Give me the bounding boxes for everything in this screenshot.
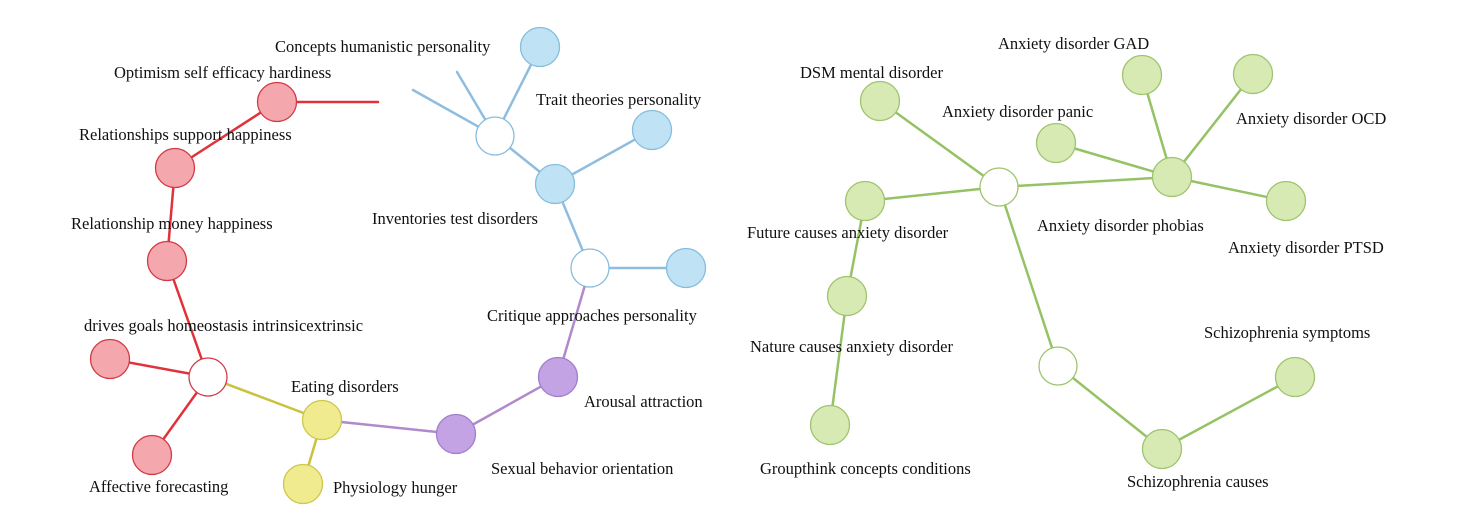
label-panic: Anxiety disorder panic (942, 102, 1093, 121)
label-ptsd: Anxiety disorder PTSD (1228, 238, 1384, 257)
edge-ocd-phobias (1170, 72, 1255, 179)
node-concepts-humanistic[interactable] (519, 26, 561, 68)
node-panic[interactable] (1035, 122, 1077, 164)
edge-hub-phobias (997, 175, 1174, 189)
node-dsm[interactable] (859, 80, 901, 122)
label-schizo-symptoms: Schizophrenia symptoms (1204, 323, 1370, 342)
node-phobias[interactable] (1151, 156, 1193, 198)
label-affective: Affective forecasting (89, 477, 228, 496)
node-arousal[interactable] (537, 356, 579, 398)
node-physiology[interactable] (282, 463, 324, 505)
node-schizo-symptoms[interactable] (1274, 356, 1316, 398)
label-groupthink: Groupthink concepts conditions (760, 459, 971, 478)
edge-future-hub (863, 185, 1001, 203)
node-critique[interactable] (570, 248, 610, 288)
node-optimism[interactable] (256, 81, 298, 123)
node-relationship-money[interactable] (146, 240, 188, 282)
edge-nature-groupthink (828, 294, 849, 427)
label-relationship-money: Relationship money happiness (71, 214, 273, 233)
edge-eating-sexual (320, 418, 458, 436)
label-gad: Anxiety disorder GAD (998, 34, 1149, 53)
node-ptsd[interactable] (1265, 180, 1307, 222)
node-gad[interactable] (1121, 54, 1163, 96)
node-inventories[interactable] (534, 163, 576, 205)
node-hub-schizo[interactable] (1038, 346, 1078, 386)
label-sexual-behavior: Sexual behavior orientation (491, 459, 673, 478)
node-hub-green[interactable] (979, 167, 1019, 207)
label-physiology: Physiology hunger (333, 478, 458, 497)
labels: Concepts humanistic personality Optimism… (71, 34, 1386, 497)
label-arousal: Arousal attraction (584, 392, 703, 411)
node-relationships-support[interactable] (154, 147, 196, 189)
nodes (89, 26, 1316, 505)
edge-hub-schizohub (997, 185, 1060, 368)
edge-dsm-hub (878, 99, 1001, 189)
label-phobias: Anxiety disorder phobias (1037, 216, 1204, 235)
label-drives-goals: drives goals homeostasis intrinsicextrin… (84, 316, 363, 335)
node-hub-blue[interactable] (475, 116, 515, 156)
label-dsm: DSM mental disorder (800, 63, 943, 82)
node-eating-disorders[interactable] (301, 399, 343, 441)
label-inventories: Inventories test disorders (372, 209, 538, 228)
label-eating-disorders: Eating disorders (291, 377, 399, 396)
label-future-causes: Future causes anxiety disorder (747, 223, 949, 242)
node-critique-leaf[interactable] (665, 247, 707, 289)
label-relationships-support: Relationships support happiness (79, 125, 292, 144)
node-ocd[interactable] (1232, 53, 1274, 95)
label-concepts-humanistic: Concepts humanistic personality (275, 37, 491, 56)
edge-money-hub (165, 259, 210, 379)
node-nature-causes[interactable] (826, 275, 868, 317)
edge-causes-symptoms (1160, 375, 1297, 451)
edge-optimism-relationships (173, 100, 279, 170)
label-nature-causes: Nature causes anxiety disorder (750, 337, 953, 356)
node-sexual-behavior[interactable] (435, 413, 477, 455)
node-trait-theories[interactable] (631, 109, 673, 151)
node-groupthink[interactable] (809, 404, 851, 446)
label-optimism: Optimism self efficacy hardiness (114, 63, 331, 82)
label-trait-theories: Trait theories personality (536, 90, 702, 109)
node-future-causes[interactable] (844, 180, 886, 222)
label-critique: Critique approaches personality (487, 306, 698, 325)
edge-schizohub-causes (1056, 364, 1164, 451)
node-schizo-causes[interactable] (1141, 428, 1183, 470)
label-schizo-causes: Schizophrenia causes (1127, 472, 1269, 491)
node-drives-goals[interactable] (89, 338, 131, 380)
node-affective[interactable] (131, 434, 173, 476)
edge-hub-eating (206, 375, 324, 422)
label-ocd: Anxiety disorder OCD (1236, 109, 1386, 128)
node-hub-red[interactable] (188, 357, 228, 397)
